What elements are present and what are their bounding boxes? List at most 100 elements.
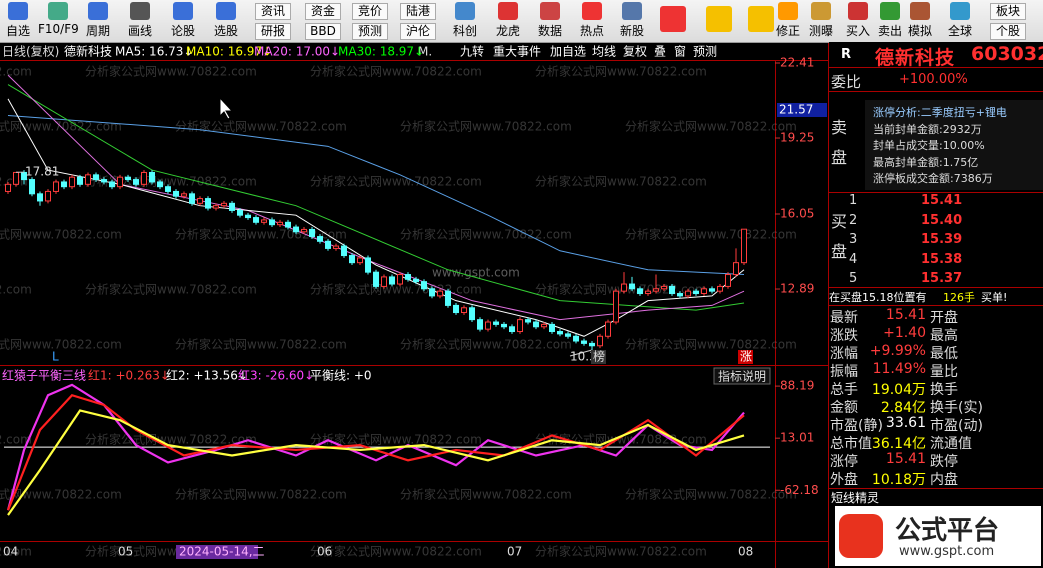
watermark: 分析家公式网www.70822.com: [0, 337, 122, 352]
quote-value: +9.99%: [869, 343, 926, 359]
ratio: +100.00%: [899, 72, 968, 87]
toolbar-button[interactable]: 龙虎: [490, 0, 526, 42]
toolbar-button[interactable]: 画线: [122, 0, 158, 42]
quote-label2: 跌停: [930, 454, 958, 470]
toolbar-button[interactable]: 新股: [614, 0, 650, 42]
toolbar-button[interactable]: 买入: [840, 0, 876, 42]
header-button[interactable]: 加自选: [550, 45, 586, 59]
logo-icon: [839, 514, 883, 558]
toolbar-button[interactable]: 选股: [208, 0, 244, 42]
stock-code: 603032: [971, 43, 1043, 65]
buy-price: 15.41: [921, 193, 963, 208]
toolbar-button[interactable]: 修正: [770, 0, 806, 42]
sprite[interactable]: 短线精灵: [831, 491, 880, 505]
ma-line: [7, 74, 745, 321]
hr: [829, 192, 1043, 193]
toolbar-button[interactable]: 自选: [0, 0, 36, 42]
price-tag: 21.57: [779, 103, 813, 117]
y-tick-label: 88.19: [780, 379, 814, 393]
stock-name: 德新科技: [64, 44, 112, 59]
toolbar-label: 个股: [990, 23, 1026, 40]
watermark: 分析家公式网www.70822.com: [535, 64, 707, 79]
quote-value: 36.14亿: [871, 436, 926, 452]
watermark: 分析家公式网www.70822.com: [0, 544, 32, 559]
ma-line: [7, 114, 745, 276]
header-button[interactable]: 九转: [460, 44, 484, 59]
toolbar-top: 板块: [990, 3, 1026, 20]
marker-bg: [591, 350, 606, 364]
toolbar-label: 模拟: [907, 24, 932, 38]
quote-label2: 换手: [930, 382, 958, 398]
header-button[interactable]: 均线: [592, 45, 616, 59]
x-tick-label: 08: [738, 545, 753, 559]
toolbar-icon[interactable]: [660, 6, 686, 32]
header-button[interactable]: 叠: [654, 45, 666, 59]
quote-label: 涨幅: [830, 346, 858, 362]
toolbar-button[interactable]: 陆港 沪伦: [400, 0, 436, 42]
toolbar-button[interactable]: 科创: [447, 0, 483, 42]
candle-body: [389, 276, 395, 285]
toolbar-button[interactable]: 论股: [165, 0, 201, 42]
candle-body: [733, 262, 739, 276]
quote-label: 金额: [830, 400, 858, 416]
candle-body: [653, 288, 659, 292]
quote-value: 2.84亿: [880, 400, 926, 416]
buy-price: 15.38: [921, 251, 963, 267]
toolbar-button[interactable]: 资金 BBD: [305, 0, 341, 42]
analysis-line: 当前封单金额:2932万: [873, 122, 982, 136]
candle-body: [373, 271, 379, 287]
icon: [48, 2, 68, 20]
date-bg: [176, 545, 258, 559]
watermark: 分析家公式网www.70822.com: [310, 64, 482, 79]
quote-label: 最新: [830, 310, 858, 326]
candle-body: [117, 176, 123, 188]
header-button[interactable]: 复权: [623, 45, 647, 59]
candle-body: [157, 181, 163, 188]
marker: L: [52, 350, 59, 364]
marker: 榜: [593, 349, 605, 364]
analysis-line: 最高封单金额:1.75亿: [873, 155, 979, 169]
quote-value: 15.41: [885, 451, 926, 467]
analysis-line: 涨停板成交金额:7386万: [873, 172, 993, 185]
indicator-line: [6, 393, 745, 511]
icon: [216, 2, 236, 20]
toolbar-button[interactable]: 全球: [942, 0, 978, 42]
candle-body: [613, 290, 619, 323]
toolbar-icon[interactable]: [706, 6, 732, 32]
buy-price: 15.37: [921, 271, 963, 286]
toolbar-label: BBD: [305, 23, 341, 40]
toolbar-label: 研报: [255, 23, 291, 40]
toolbar-button[interactable]: 资讯 研报: [255, 0, 291, 42]
toolbar-button[interactable]: F10/F9: [38, 0, 79, 42]
toolbar-button[interactable]: 卖出: [872, 0, 908, 42]
header-button[interactable]: 窗: [674, 45, 686, 59]
toolbar-button[interactable]: 竞价 预测: [352, 0, 388, 42]
candle-body: [237, 209, 243, 216]
toolbar-button[interactable]: 模拟: [902, 0, 938, 42]
quote-label: 涨跌: [830, 328, 858, 344]
toolbar-button[interactable]: 测曝: [803, 0, 839, 42]
toolbar-button[interactable]: 数据: [532, 0, 568, 42]
candle-body: [621, 283, 627, 292]
y-tick-label: 12.89: [780, 282, 814, 296]
toolbar-button[interactable]: 热点: [574, 0, 610, 42]
candle-body: [285, 221, 291, 228]
icon: [88, 2, 108, 20]
candle-body: [365, 257, 371, 273]
help-button[interactable]: [713, 367, 771, 385]
watermark: 分析家公式网www.70822.com: [175, 337, 347, 352]
more[interactable]: M.: [418, 45, 432, 59]
toolbar-label: 数据: [537, 24, 562, 38]
quote-label: 振幅: [830, 364, 858, 380]
period[interactable]: 日线(复权): [2, 45, 59, 59]
toolbar-button[interactable]: 周期: [80, 0, 116, 42]
header-button[interactable]: 预测: [693, 45, 717, 59]
header-button[interactable]: 重大事件: [493, 45, 541, 59]
candle-body: [141, 171, 147, 185]
toolbar-button[interactable]: 板块 个股: [990, 0, 1026, 42]
hr: [829, 305, 1043, 306]
candle-body: [421, 281, 427, 290]
toolbar-icon[interactable]: [748, 6, 774, 32]
quote-label: 总市值: [830, 436, 872, 452]
help[interactable]: 指标说明: [718, 369, 766, 384]
